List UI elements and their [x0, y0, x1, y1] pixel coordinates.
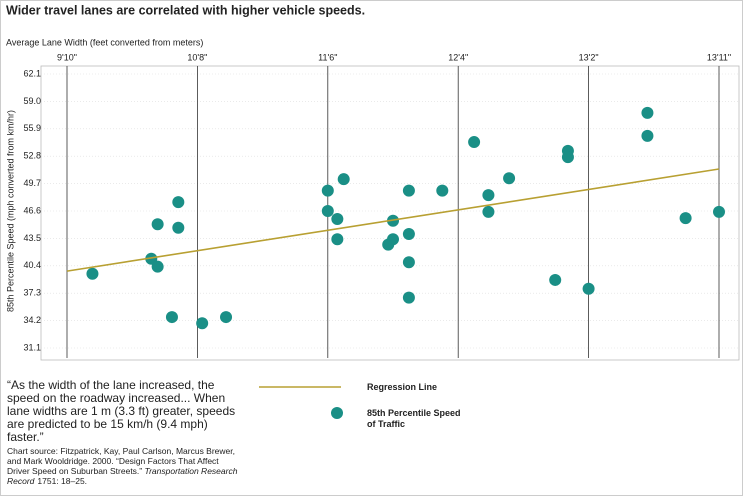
y-tick-label: 49.7: [23, 178, 41, 188]
legend-marker: [331, 407, 343, 419]
source: Chart source: Fitzpatrick, Kay, Paul Car…: [7, 446, 239, 486]
x-tick-label: 10'8": [187, 52, 207, 62]
x-tick-label: 13'11": [707, 52, 731, 62]
data-point: [679, 212, 692, 225]
y-tick-label: 55.9: [23, 123, 41, 133]
y-tick-label: 52.8: [23, 151, 41, 161]
data-point: [172, 196, 185, 209]
data-point: [641, 106, 654, 119]
data-point: [337, 173, 350, 186]
annotation: “As the width of the lane increased, the…: [7, 378, 236, 444]
chart: Wider travel lanes are correlated with h…: [5, 3, 740, 361]
data-point: [503, 172, 516, 185]
data-point: [561, 151, 574, 164]
data-point: [402, 227, 415, 240]
y-tick-label: 37.3: [23, 288, 41, 298]
data-point: [86, 267, 99, 280]
legend-label: Regression Line: [367, 382, 438, 392]
y-axis-title: 85th Percentile Speed (mph converted fro…: [5, 110, 15, 312]
x-tick-label: 9'10": [57, 52, 77, 62]
data-point: [549, 273, 562, 286]
data-point: [321, 184, 334, 197]
y-tick-label: 34.2: [23, 315, 41, 325]
data-point: [151, 260, 164, 273]
data-point: [172, 221, 185, 234]
y-tick-label: 43.5: [23, 233, 41, 243]
y-tick-label: 59.0: [23, 96, 41, 106]
data-point: [387, 233, 399, 246]
legend-label: 85th Percentile Speed of Traffic: [367, 408, 461, 429]
y-tick-label: 62.1: [23, 68, 41, 78]
source-journal: Transportation Research Record: [7, 466, 238, 486]
data-point: [402, 184, 415, 197]
data-point: [331, 212, 344, 225]
regression-line: [66, 168, 720, 272]
data-point: [165, 311, 178, 324]
source-text: Chart source: Fitzpatrick, Kay, Paul Car…: [7, 446, 236, 476]
x-tick-label: 11'6": [318, 52, 337, 62]
data-point: [321, 205, 334, 217]
data-point: [220, 311, 233, 324]
chart-title: Wider travel lanes are correlated with h…: [6, 3, 365, 17]
y-tick-label: 31.1: [23, 342, 41, 352]
data-point: [713, 205, 725, 218]
data-point: [151, 218, 164, 231]
source-issue: 1751: 18–25.: [37, 476, 88, 486]
plot-frame: [40, 65, 740, 361]
data-point: [482, 189, 495, 202]
data-point: [436, 184, 449, 197]
data-point: [196, 317, 209, 330]
x-axis-title: Average Lane Width (feet converted from …: [6, 37, 203, 47]
x-tick-label: 13'2": [579, 52, 599, 62]
y-tick-label: 46.6: [23, 205, 41, 215]
data-point: [402, 256, 415, 269]
data-point: [331, 233, 344, 246]
y-tick-label: 40.4: [23, 260, 41, 270]
data-point: [482, 205, 495, 218]
x-tick-label: 12'4": [448, 52, 468, 62]
data-point: [641, 129, 654, 142]
data-point: [582, 282, 595, 295]
data-point: [402, 291, 415, 304]
data-point: [468, 136, 481, 149]
